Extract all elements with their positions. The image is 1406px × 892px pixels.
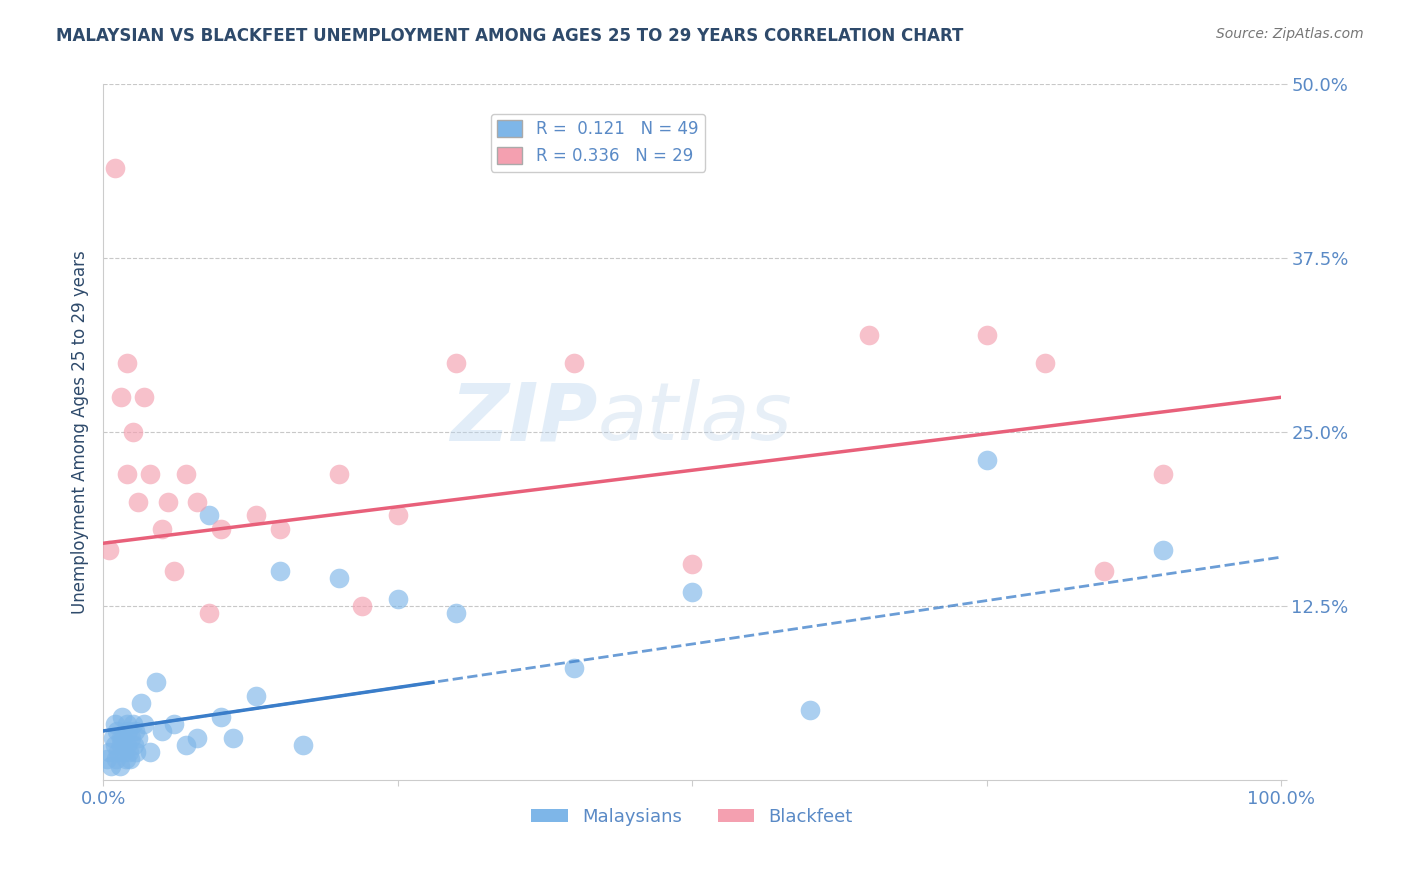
Point bbox=[198, 606, 221, 620]
Point bbox=[387, 508, 409, 523]
Point bbox=[269, 564, 291, 578]
Point bbox=[112, 731, 135, 745]
Point bbox=[100, 758, 122, 772]
Point bbox=[858, 327, 880, 342]
Point bbox=[976, 327, 998, 342]
Point bbox=[186, 731, 208, 745]
Point bbox=[163, 564, 186, 578]
Point bbox=[387, 591, 409, 606]
Point bbox=[174, 738, 197, 752]
Point bbox=[145, 675, 167, 690]
Point bbox=[222, 731, 245, 745]
Point bbox=[1092, 564, 1115, 578]
Point bbox=[105, 752, 128, 766]
Point bbox=[352, 599, 374, 613]
Point bbox=[118, 745, 141, 759]
Point bbox=[125, 745, 148, 759]
Text: ZIP: ZIP bbox=[450, 379, 598, 457]
Point bbox=[139, 745, 162, 759]
Point bbox=[328, 571, 350, 585]
Point bbox=[96, 752, 118, 766]
Point bbox=[139, 467, 162, 481]
Point bbox=[446, 606, 468, 620]
Point bbox=[209, 522, 232, 536]
Point bbox=[120, 752, 142, 766]
Point bbox=[98, 543, 121, 558]
Point bbox=[115, 355, 138, 369]
Point bbox=[681, 585, 703, 599]
Point bbox=[127, 731, 149, 745]
Point bbox=[163, 717, 186, 731]
Point bbox=[110, 738, 132, 752]
Point bbox=[976, 453, 998, 467]
Point bbox=[127, 494, 149, 508]
Point bbox=[156, 494, 179, 508]
Point bbox=[562, 661, 585, 675]
Point bbox=[245, 689, 267, 703]
Point bbox=[150, 522, 173, 536]
Y-axis label: Unemployment Among Ages 25 to 29 years: Unemployment Among Ages 25 to 29 years bbox=[72, 250, 89, 614]
Point bbox=[681, 557, 703, 571]
Point bbox=[269, 522, 291, 536]
Text: MALAYSIAN VS BLACKFEET UNEMPLOYMENT AMONG AGES 25 TO 29 YEARS CORRELATION CHART: MALAYSIAN VS BLACKFEET UNEMPLOYMENT AMON… bbox=[56, 27, 963, 45]
Point bbox=[117, 723, 139, 738]
Point bbox=[107, 745, 129, 759]
Point bbox=[110, 390, 132, 404]
Point bbox=[292, 738, 315, 752]
Point bbox=[209, 710, 232, 724]
Point bbox=[105, 723, 128, 738]
Point bbox=[124, 723, 146, 738]
Point bbox=[108, 758, 131, 772]
Point bbox=[115, 738, 138, 752]
Point bbox=[114, 752, 136, 766]
Point bbox=[101, 731, 124, 745]
Point bbox=[122, 738, 145, 752]
Legend: Malaysians, Blackfeet: Malaysians, Blackfeet bbox=[524, 801, 860, 833]
Point bbox=[1152, 543, 1174, 558]
Point bbox=[562, 355, 585, 369]
Point bbox=[328, 467, 350, 481]
Point bbox=[115, 717, 138, 731]
Point bbox=[799, 703, 821, 717]
Point bbox=[121, 717, 143, 731]
Point bbox=[186, 494, 208, 508]
Text: atlas: atlas bbox=[598, 379, 793, 457]
Point bbox=[1035, 355, 1057, 369]
Point bbox=[120, 731, 142, 745]
Point bbox=[245, 508, 267, 523]
Point bbox=[198, 508, 221, 523]
Point bbox=[129, 696, 152, 710]
Point bbox=[134, 390, 156, 404]
Point bbox=[110, 731, 132, 745]
Point bbox=[115, 467, 138, 481]
Point bbox=[174, 467, 197, 481]
Point bbox=[98, 745, 121, 759]
Point bbox=[112, 745, 135, 759]
Point bbox=[1152, 467, 1174, 481]
Point bbox=[446, 355, 468, 369]
Point bbox=[134, 717, 156, 731]
Point bbox=[111, 710, 134, 724]
Text: Source: ZipAtlas.com: Source: ZipAtlas.com bbox=[1216, 27, 1364, 41]
Point bbox=[104, 161, 127, 175]
Point bbox=[121, 425, 143, 439]
Point bbox=[104, 717, 127, 731]
Point bbox=[150, 723, 173, 738]
Point bbox=[104, 738, 127, 752]
